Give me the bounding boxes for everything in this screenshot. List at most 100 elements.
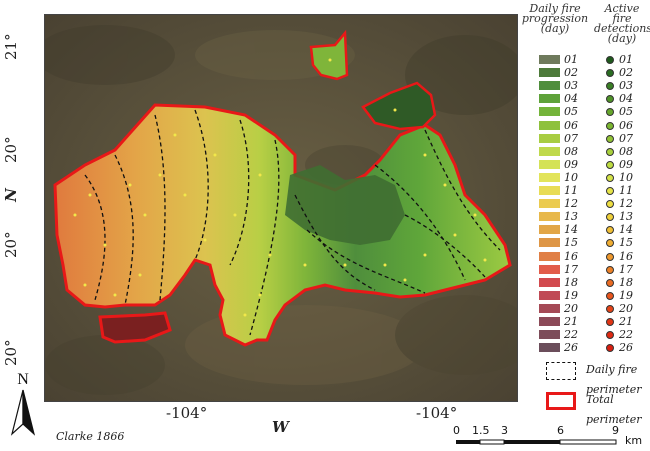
progression-swatch <box>539 186 560 195</box>
progression-day-label: 19 <box>564 288 578 302</box>
progression-swatch <box>539 238 560 248</box>
scale-bar <box>456 439 617 445</box>
progression-day-label: 22 <box>564 328 578 342</box>
legend-row: 13 13 <box>520 211 648 223</box>
progression-day-label: 20 <box>564 301 578 315</box>
detection-dot-icon <box>606 213 614 222</box>
detection-day-label: 17 <box>619 262 633 276</box>
legend-row: 19 19 <box>520 288 648 302</box>
progression-swatch <box>539 330 560 340</box>
progression-swatch <box>539 303 560 313</box>
legend-row: 16 16 <box>520 250 648 263</box>
progression-day-label: 17 <box>564 262 578 276</box>
legend-row: 26 26 <box>520 342 648 354</box>
lat-tick-1: 21° <box>2 33 20 60</box>
lon-tick-2: -104° <box>416 404 458 422</box>
progression-swatch <box>539 120 560 130</box>
detection-dot-icon <box>606 200 614 209</box>
detection-dot-icon <box>606 226 614 235</box>
progression-day-label: 18 <box>564 275 578 289</box>
detection-day-label: 09 <box>619 157 633 171</box>
progression-swatch <box>539 172 560 182</box>
legend-row: 09 09 <box>520 157 648 171</box>
daily-perimeter-label: Daily fire perimeter <box>586 363 642 396</box>
legend-row: 22 22 <box>520 329 648 341</box>
lat-tick-2: 20° <box>2 136 20 163</box>
fire-map <box>44 14 518 402</box>
lat-tick-3: 20° <box>2 231 20 258</box>
detection-day-label: 26 <box>619 341 633 355</box>
north-arrow-label: N <box>17 371 29 388</box>
detection-day-label: 05 <box>619 105 633 119</box>
progression-day-label: 01 <box>564 53 578 66</box>
progression-swatch <box>539 343 560 353</box>
scale-tick-4: 9 <box>612 424 619 437</box>
legend-row: 05 05 <box>520 106 648 118</box>
detection-dot-icon <box>606 291 614 300</box>
detection-dot-icon <box>606 147 614 156</box>
scale-tick-3: 6 <box>557 424 564 437</box>
detection-dot-icon <box>606 278 614 287</box>
detection-dot-icon <box>606 331 614 340</box>
legend-row: 04 04 <box>520 93 648 105</box>
legend-row: 17 17 <box>520 262 648 276</box>
detection-dot-icon <box>606 344 614 353</box>
lon-axis-label: W <box>272 418 289 436</box>
total-perimeter-swatch <box>546 392 576 410</box>
detection-dot-icon <box>606 82 614 91</box>
progression-day-label: 06 <box>564 118 578 132</box>
legend-row: 01 01 <box>520 54 648 66</box>
progression-day-label: 09 <box>564 157 578 171</box>
early-progression-core <box>285 165 405 245</box>
progression-day-label: 03 <box>564 79 578 93</box>
detection-day-label: 01 <box>619 53 633 66</box>
detection-day-label: 08 <box>619 144 633 158</box>
legend-row: 07 07 <box>520 131 648 145</box>
scale-tick-1: 1.5 <box>472 424 490 437</box>
detection-dot-icon <box>606 160 614 169</box>
north-fire-patch <box>309 29 349 81</box>
detection-dot-icon <box>606 318 614 326</box>
detection-dot-icon <box>606 173 614 182</box>
progression-day-label: 13 <box>564 210 578 224</box>
lat-axis-label: N <box>2 188 20 202</box>
scale-tick-0: 0 <box>453 424 460 437</box>
progression-day-label: 11 <box>564 184 578 197</box>
scale-tick-2: 3 <box>501 424 508 437</box>
progression-day-label: 05 <box>564 105 578 119</box>
detection-day-label: 03 <box>619 79 633 93</box>
detection-day-label: 15 <box>619 236 633 250</box>
progression-legend-title: Daily fire progression (day) <box>521 2 589 35</box>
detection-dot-icon <box>606 56 614 64</box>
active-fire-detections <box>73 58 487 317</box>
southwest-fire-patch <box>98 311 172 344</box>
progression-swatch <box>539 290 560 300</box>
progression-day-label: 15 <box>564 236 578 250</box>
progression-swatch <box>539 212 560 222</box>
legend-row: 21 21 <box>520 316 648 328</box>
progression-swatch <box>539 146 560 156</box>
detection-dot-icon <box>606 121 614 130</box>
detection-dot-icon <box>606 304 614 313</box>
progression-swatch <box>539 277 560 287</box>
progression-swatch <box>539 199 560 209</box>
detections-legend-title: Active fire detections (day) <box>594 2 650 45</box>
progression-day-label: 07 <box>564 131 578 145</box>
daily-perimeter-lines <box>84 109 501 336</box>
detection-dot-icon <box>606 134 614 143</box>
scale-unit: km <box>625 434 643 447</box>
progression-swatch <box>539 94 560 104</box>
progression-day-label: 14 <box>564 223 578 237</box>
datum-credit: Clarke 1866 <box>56 430 125 443</box>
progression-day-label: 02 <box>564 66 578 80</box>
detection-dot-icon <box>606 265 614 274</box>
northeast-fire-patch <box>361 81 437 131</box>
legend-row: 18 18 <box>520 275 648 289</box>
progression-swatch <box>539 81 560 91</box>
detection-dot-icon <box>606 108 614 117</box>
progression-swatch <box>539 68 560 78</box>
legend-row: 12 12 <box>520 198 648 210</box>
daily-perimeter-swatch <box>546 362 576 380</box>
detection-day-label: 18 <box>619 275 633 289</box>
detection-day-label: 11 <box>619 184 633 197</box>
